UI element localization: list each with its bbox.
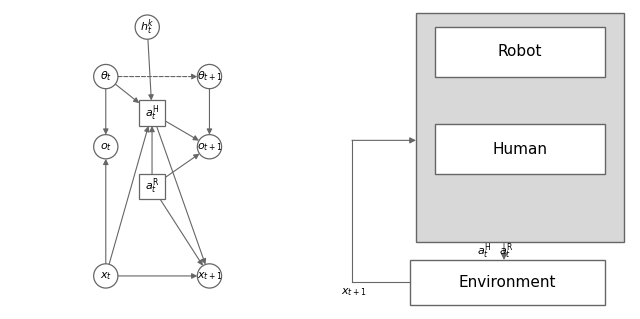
Text: $a_t^\mathrm{R}$: $a_t^\mathrm{R}$ <box>145 177 159 197</box>
Text: $x_{t+1}$: $x_{t+1}$ <box>196 270 222 282</box>
Text: Robot: Robot <box>498 44 542 59</box>
Bar <box>435 124 605 174</box>
Text: $h_t^k$: $h_t^k$ <box>140 17 154 37</box>
Bar <box>416 13 624 242</box>
Text: $a_t^\mathrm{H}$: $a_t^\mathrm{H}$ <box>145 103 159 123</box>
Text: Environment: Environment <box>458 275 556 290</box>
Bar <box>140 174 164 199</box>
Circle shape <box>135 15 159 39</box>
Text: $\theta_t$: $\theta_t$ <box>100 70 112 84</box>
Text: $\theta_{t+1}$: $\theta_{t+1}$ <box>196 70 222 84</box>
Circle shape <box>93 264 118 288</box>
Circle shape <box>197 64 221 89</box>
Bar <box>410 260 605 305</box>
Circle shape <box>93 135 118 159</box>
Bar <box>435 27 605 77</box>
Text: $x_t$: $x_t$ <box>100 270 112 282</box>
Circle shape <box>197 264 221 288</box>
Bar <box>140 100 164 126</box>
Text: Human: Human <box>493 142 547 157</box>
Text: $o_{t+1}$: $o_{t+1}$ <box>196 141 222 152</box>
Text: $a_t^\mathrm{R}$: $a_t^\mathrm{R}$ <box>499 241 514 261</box>
Circle shape <box>197 135 221 159</box>
Text: $x_{t+1}$: $x_{t+1}$ <box>341 286 367 298</box>
Text: $a_t^\mathrm{H}$: $a_t^\mathrm{H}$ <box>477 241 492 261</box>
Circle shape <box>93 64 118 89</box>
Text: $o_t$: $o_t$ <box>100 141 112 152</box>
